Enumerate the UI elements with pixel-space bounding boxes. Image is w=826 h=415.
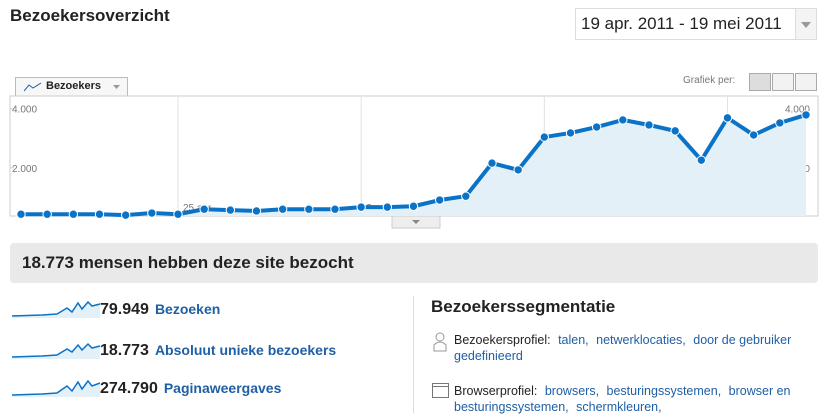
graph-day-button[interactable] <box>749 73 771 91</box>
browser-icon <box>432 383 449 398</box>
metric-tab[interactable]: Bezoekers <box>15 77 128 96</box>
point <box>748 130 759 140</box>
metric-link[interactable]: Paginaweergaves <box>163 380 282 396</box>
date-range[interactable]: 19 apr. 2011 - 19 mei 2011 <box>575 8 817 40</box>
point <box>618 115 628 125</box>
point <box>251 206 262 216</box>
metric-link[interactable]: Absoluut unieke bezoekers <box>154 342 337 358</box>
point <box>277 204 288 214</box>
tab-arrow <box>113 85 120 89</box>
sparkline-area <box>12 344 100 359</box>
sparkline-area <box>12 381 100 397</box>
point <box>147 208 157 218</box>
tab-icon <box>24 82 42 92</box>
segment-link[interactable]: door de gebruiker gedefinieerd <box>454 333 792 363</box>
graph-by-label: Grafiek per: <box>683 75 736 86</box>
point <box>591 122 602 132</box>
point <box>696 155 707 165</box>
segment-link[interactable]: netwerklocaties, <box>596 333 686 347</box>
page-title: Bezoekersoverzicht <box>10 6 170 25</box>
profile-icon <box>433 332 447 352</box>
metric-row: 18.773 Absoluut unieke bezoekers <box>100 342 336 360</box>
sparkline <box>12 300 101 318</box>
sparkline-line <box>12 342 101 358</box>
metric-row: 274.790 Paginaweergaves <box>100 380 281 398</box>
segment-group: Bezoekersprofiel: talen, netwerklocaties… <box>454 332 822 364</box>
segment-link[interactable]: browsers, <box>544 384 600 398</box>
metric-row: 79.949 Bezoeken <box>100 301 220 319</box>
date-text: 19 apr. 2011 - 19 mei 2011 <box>581 14 782 33</box>
point <box>565 128 576 138</box>
segment-group: Browserprofiel: browsers, besturingssyst… <box>454 383 822 415</box>
segment-label: Bezoekersprofiel: <box>454 333 551 347</box>
summary-banner: 18.773 mensen hebben deze site bezocht <box>10 243 818 283</box>
sparkline-line <box>12 300 101 317</box>
sparkline <box>12 342 101 359</box>
point <box>775 118 785 128</box>
handle-arrow <box>412 220 420 224</box>
sparkline-line <box>12 379 101 396</box>
point <box>94 209 105 219</box>
metric-value: 79.949 <box>100 301 149 318</box>
segmentation-title: Bezoekerssegmentatie <box>431 297 616 316</box>
metric-value: 18.773 <box>100 342 149 359</box>
y-tick-label: 2.000 <box>12 164 37 175</box>
arrow-icon <box>801 22 811 28</box>
point <box>722 113 733 123</box>
metric-link[interactable]: Bezoeken <box>154 301 221 317</box>
tab-label: Bezoekers <box>46 80 102 92</box>
point <box>487 158 497 168</box>
point <box>304 204 314 214</box>
segment-link[interactable]: browser en besturingssystemen, <box>454 384 791 414</box>
segment-link[interactable]: besturingssystemen, <box>606 384 722 398</box>
point <box>382 202 393 212</box>
sparkline <box>12 379 101 397</box>
point <box>644 120 654 130</box>
point <box>120 210 131 220</box>
point <box>801 110 811 120</box>
point <box>225 205 236 215</box>
point <box>42 209 52 219</box>
segment-label: Browserprofiel: <box>454 384 538 398</box>
point <box>173 209 183 219</box>
metric-value: 274.790 <box>100 380 158 397</box>
point <box>199 204 209 214</box>
segment-link[interactable]: schermkleuren, <box>576 400 662 414</box>
point <box>16 209 26 219</box>
sparkline-area <box>12 302 100 318</box>
point <box>356 202 366 212</box>
chart: 25 apr.2 mei9 mei16 mei2.0002.0004.0004.… <box>9 95 819 229</box>
point <box>539 132 550 142</box>
point <box>670 126 680 136</box>
point <box>461 191 471 201</box>
graph-week-button[interactable] <box>772 73 794 91</box>
point <box>68 209 79 219</box>
graph-month-button[interactable] <box>795 73 817 91</box>
area-fill <box>21 114 806 216</box>
point <box>330 204 340 214</box>
divider <box>413 296 414 413</box>
point <box>513 165 523 175</box>
point <box>434 195 445 205</box>
y-tick-label-right: 4.000 <box>785 105 810 116</box>
point <box>408 201 419 211</box>
y-tick-label: 4.000 <box>12 105 37 116</box>
segment-link[interactable]: talen, <box>558 333 589 347</box>
dropdown-arrow[interactable] <box>795 9 816 39</box>
